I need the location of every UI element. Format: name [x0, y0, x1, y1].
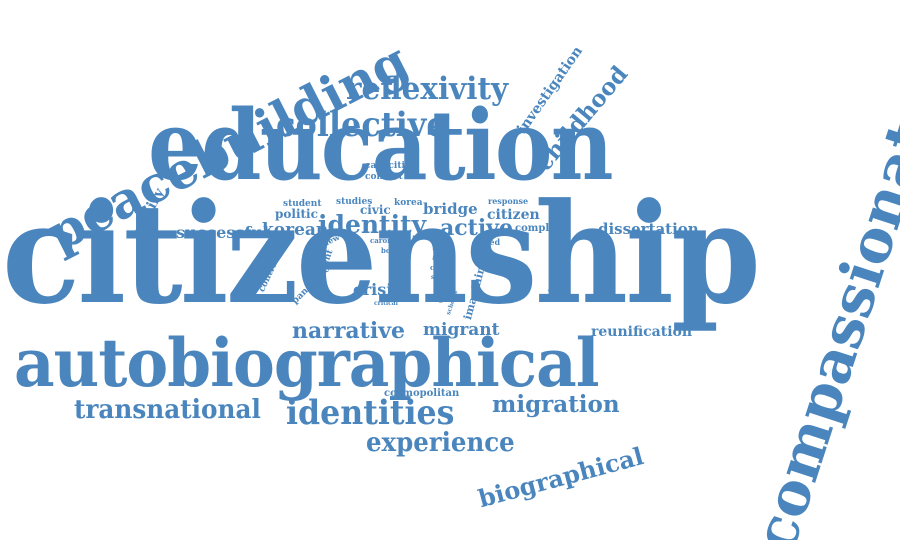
word-education: education	[148, 89, 614, 202]
word-crisis: crisis	[353, 280, 402, 299]
word-korea: korea	[394, 198, 423, 208]
word-autobiographical: autobiographical	[14, 324, 600, 402]
word-cosmopolitan: cosmopolitan	[384, 388, 460, 399]
word-collective: collective	[276, 105, 447, 145]
word-dissertation: dissertation	[598, 220, 699, 238]
word-identity: identity	[318, 210, 427, 239]
word-civic: civic	[360, 203, 391, 217]
word-complete: complete	[515, 223, 567, 234]
word-narrative: narrative	[292, 318, 405, 344]
word-reflexivity: reflexivity	[346, 71, 509, 107]
word-transnational: transnational	[74, 395, 261, 425]
word-migrant: migrant	[423, 320, 500, 340]
word-korean: korean	[262, 220, 329, 240]
word-politic: politic	[275, 207, 318, 221]
word-response: response	[488, 196, 529, 206]
word-edited: edited	[472, 237, 501, 247]
word-caron: caron	[370, 236, 393, 245]
word-ideas: ideas	[390, 263, 405, 269]
word-migration: migration	[492, 391, 620, 418]
word-student: student	[283, 199, 322, 209]
word-compassionate: compassionate	[740, 79, 900, 540]
word-experience: experience	[366, 428, 515, 458]
word-reunification: reunification	[591, 324, 693, 340]
word-citizen: citizen	[487, 207, 540, 223]
word-critical: critical	[374, 300, 398, 307]
word-society: society	[431, 274, 455, 281]
word-successful: successful	[176, 223, 269, 242]
word-studies: studies	[336, 197, 373, 207]
word-conflict: conflict	[365, 172, 403, 182]
word-capacities: capacities	[365, 161, 416, 171]
word-identities: identities	[286, 393, 455, 433]
word-citizenship: citizenship	[2, 172, 761, 335]
word-carter: carter	[430, 263, 454, 272]
word-active: active	[440, 215, 513, 241]
word-book: book	[381, 246, 401, 255]
word-bridge: bridge	[423, 200, 478, 218]
